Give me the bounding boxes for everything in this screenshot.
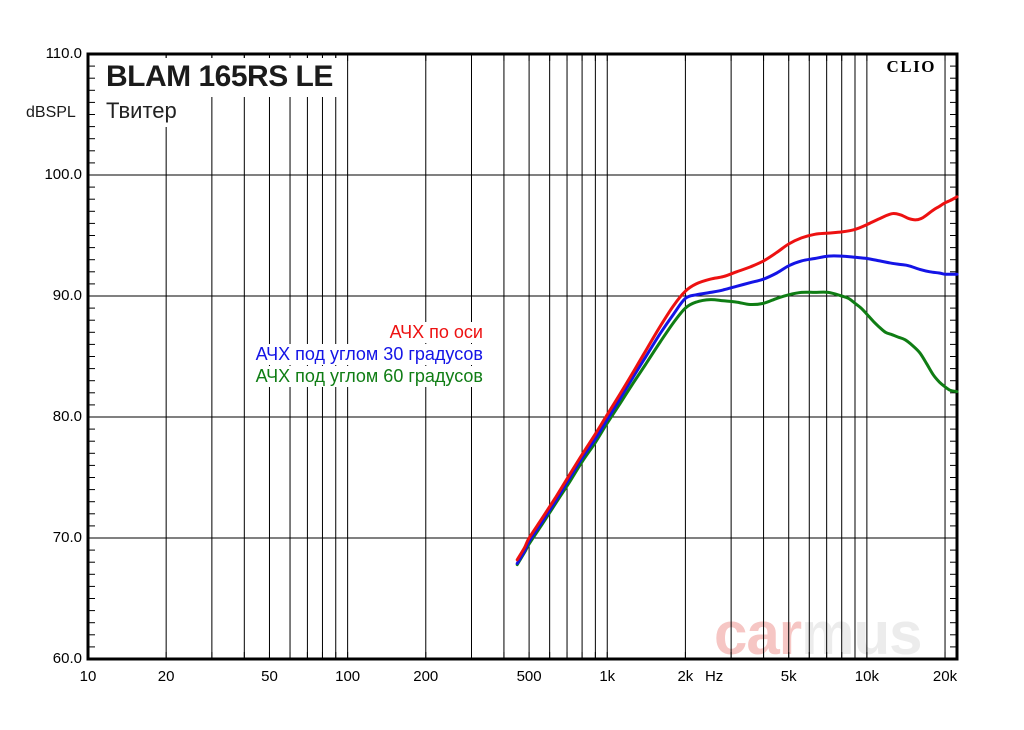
legend-item-1: АЧХ под углом 30 градусов xyxy=(251,344,487,366)
y-tick-label-80.0: 80.0 xyxy=(52,408,82,425)
chart-legend: АЧХ по оси АЧХ под углом 30 градусов АЧХ п… xyxy=(251,322,487,388)
y-tick-label-70.0: 70.0 xyxy=(52,529,82,546)
chart-subtitle: Твитер xyxy=(100,97,185,127)
curve-1 xyxy=(515,254,959,565)
watermark: carmus xyxy=(714,600,921,667)
y-axis-unit-label: dBSPL xyxy=(26,104,76,121)
legend-label-2: АЧХ под углом 60 градусов xyxy=(251,366,487,387)
legend-item-0: АЧХ по оси xyxy=(252,322,487,344)
y-tick-label-100.0: 100.0 xyxy=(44,166,82,183)
x-tick-label-20: 20 xyxy=(157,668,175,685)
plot-border xyxy=(86,52,959,661)
curve-0 xyxy=(515,195,959,562)
watermark-part2: mus xyxy=(801,600,921,667)
legend-label-1: АЧХ под углом 30 градусов xyxy=(251,344,487,365)
x-tick-label-500: 500 xyxy=(516,668,542,685)
x-tick-label-2k: 2k xyxy=(677,668,694,685)
y-tick-label-60.0: 60.0 xyxy=(52,650,82,667)
y-tick-label-110.0: 110.0 xyxy=(45,45,82,62)
x-tick-label-10: 10 xyxy=(79,668,97,685)
watermark-part1: car xyxy=(714,600,802,667)
curve-2 xyxy=(515,290,959,567)
legend-label-0: АЧХ по оси xyxy=(385,322,487,343)
chart-title-block: BLAM 165RS LE Твитер xyxy=(100,58,341,127)
x-tick-label-5k: 5k xyxy=(780,668,797,685)
x-tick-label-200: 200 xyxy=(413,668,439,685)
x-axis-unit-label: Hz xyxy=(704,668,724,685)
x-tick-label-50: 50 xyxy=(261,668,278,685)
x-tick-label-10k: 10k xyxy=(854,668,879,685)
x-tick-label-20k: 20k xyxy=(932,668,958,685)
chart-title: BLAM 165RS LE xyxy=(100,58,341,97)
x-tick-label-1k: 1k xyxy=(599,668,616,685)
y-tick-label-90.0: 90.0 xyxy=(52,287,82,304)
legend-item-2: АЧХ под углом 60 градусов xyxy=(251,366,487,388)
x-tick-label-100: 100 xyxy=(335,668,361,685)
clio-logo: CLIO xyxy=(880,56,942,79)
